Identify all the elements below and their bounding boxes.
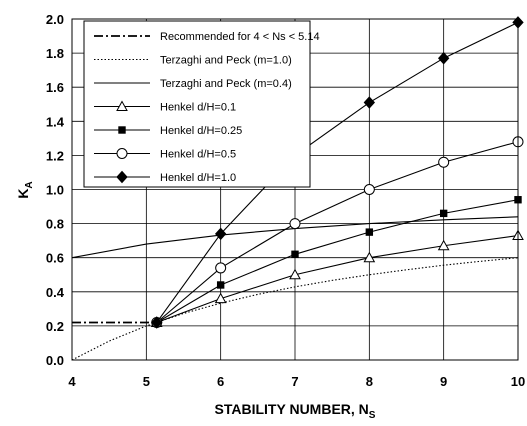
- series-line: [156, 141, 519, 323]
- data-point: [363, 96, 376, 109]
- legend-marker: [116, 170, 128, 184]
- legend-label: Terzaghi and Peck (m=0.4): [160, 78, 292, 90]
- data-point: [291, 250, 299, 258]
- y-tick-label: 1.8: [46, 46, 64, 61]
- data-point: [438, 156, 450, 168]
- y-tick-label: 1.0: [46, 183, 64, 198]
- data-point: [363, 251, 376, 263]
- legend-label: Henkel d/H=1.0: [160, 172, 236, 184]
- tick-labels: 4 5 6 7 8 9 10 0.0 0.2 0.4 0.6 0.8 1.0 1.2 1.4 1.6 1.8 2.…: [46, 12, 525, 389]
- x-tick-label: 8: [366, 374, 373, 389]
- x-tick-label: 5: [143, 374, 150, 389]
- series-line: [156, 234, 519, 324]
- series-line: [156, 21, 519, 323]
- series-line: [156, 199, 519, 323]
- data-point: [216, 281, 225, 289]
- legend-label: Henkel d/H=0.25: [160, 125, 242, 137]
- x-tick-label: 6: [217, 374, 224, 389]
- y-tick-label: 1.2: [46, 148, 64, 163]
- y-tick-label: 0.8: [46, 217, 64, 232]
- data-point: [214, 227, 227, 241]
- y-tick-label: 1.6: [46, 80, 64, 95]
- y-tick-label: 1.4: [46, 114, 65, 129]
- series-layer: [71, 16, 524, 361]
- plot-frame: [71, 18, 519, 361]
- legend-marker: [116, 148, 128, 159]
- data-point: [363, 184, 375, 195]
- series-line: [71, 257, 519, 361]
- y-tick-label: 0.2: [46, 319, 64, 334]
- x-axis-title: STABILITY NUMBER, NS: [215, 401, 376, 421]
- data-point: [289, 268, 301, 280]
- legend-label: Terzaghi and Peck (m=1.0): [160, 55, 292, 67]
- legend-label: Henkel d/H=0.1: [160, 102, 236, 114]
- data-point: [365, 228, 374, 236]
- legend-label: Henkel d/H=0.5: [160, 149, 236, 161]
- data-point: [437, 51, 450, 65]
- legend-marker: [118, 126, 126, 134]
- data-point: [437, 239, 450, 251]
- x-tick-label: 7: [291, 374, 298, 389]
- data-point: [439, 209, 448, 218]
- data-point: [289, 218, 301, 230]
- x-tick-label: 9: [440, 374, 447, 389]
- legend-label: Recommended for 4 < Ns < 5.14: [160, 31, 320, 43]
- y-tick-label: 2.0: [46, 12, 64, 27]
- y-axis-title: KA: [15, 181, 35, 198]
- x-tick-label: 4: [68, 374, 76, 389]
- y-tick-label: 0.0: [46, 353, 64, 368]
- data-point: [214, 292, 227, 304]
- x-tick-label: 10: [511, 374, 525, 389]
- series-2: [71, 257, 519, 361]
- data-point: [215, 262, 227, 274]
- legend-marker: [116, 100, 128, 111]
- y-tick-label: 0.4: [46, 285, 65, 300]
- y-tick-label: 0.6: [46, 251, 64, 266]
- legend: Recommended for 4 < Ns < 5.14 Terzaghi an…: [83, 20, 320, 188]
- data-point: [151, 316, 163, 329]
